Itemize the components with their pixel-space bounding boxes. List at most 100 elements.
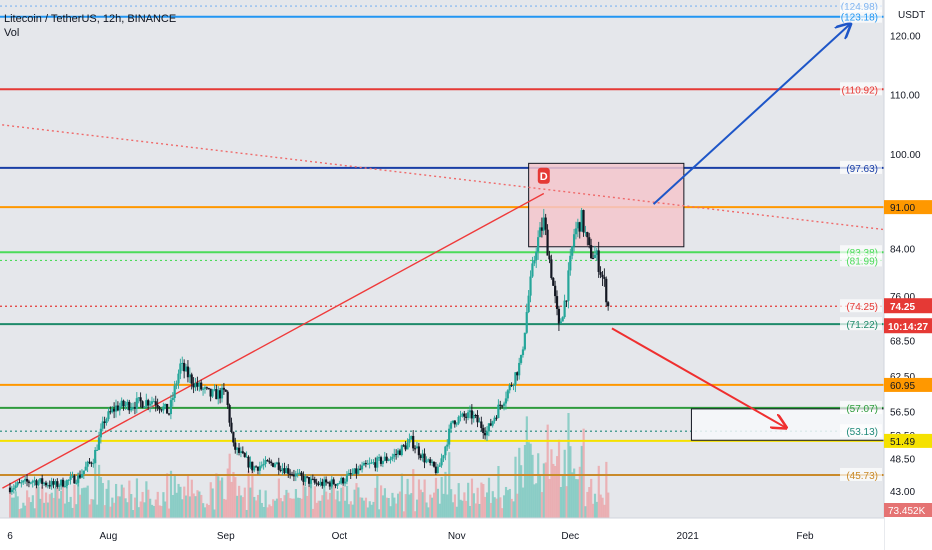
volume-bar: [84, 487, 87, 518]
candle-body: [220, 387, 224, 399]
candle-body: [603, 277, 606, 279]
volume-bar: [275, 498, 279, 518]
candle-body: [393, 453, 396, 457]
volume-bar: [150, 504, 154, 518]
candle-body: [512, 385, 515, 387]
countdown-badge: [884, 318, 932, 334]
candle-body: [379, 457, 383, 464]
volume-bar: [520, 465, 523, 518]
candle-body: [334, 484, 337, 486]
volume-bar: [370, 504, 373, 518]
volume-bar: [168, 508, 171, 518]
candle-body: [60, 479, 63, 486]
volume-bar: [77, 472, 80, 518]
volume-bar: [448, 452, 451, 518]
volume-bar: [554, 465, 557, 518]
candle-body: [402, 445, 405, 447]
volume-bar: [457, 483, 460, 518]
candle-body: [304, 476, 307, 482]
volume-bar: [342, 486, 345, 518]
volume-bar: [567, 413, 570, 518]
level-tag: (53.13): [846, 427, 878, 438]
trend-line: [0, 123, 885, 231]
volume-bar: [595, 501, 598, 518]
candle-body: [468, 410, 472, 413]
trend-lines: [0, 24, 885, 489]
candle-body: [533, 260, 536, 264]
level-tag-bg: [840, 253, 882, 267]
volume-bar: [393, 497, 396, 518]
candle-body: [417, 446, 420, 456]
candle-body: [137, 397, 140, 399]
candle-body: [169, 400, 172, 415]
volume-bar: [366, 507, 369, 518]
candle-body: [205, 387, 208, 389]
volume-bar: [132, 510, 135, 518]
time-tick: Aug: [100, 531, 118, 542]
volume-bar: [582, 428, 585, 518]
volume-bar: [111, 497, 114, 518]
candle-body: [122, 400, 125, 407]
time-tick: 2021: [677, 531, 700, 542]
candle-body: [385, 456, 388, 461]
volume-bar: [268, 504, 271, 518]
candle-body: [444, 446, 447, 456]
candle-body: [576, 222, 579, 229]
time-axis: 6 Aug Sep Oct Nov Dec 2021 Feb: [0, 517, 884, 550]
candle-body: [557, 308, 561, 324]
price-tick: 62.50: [890, 372, 915, 383]
volume-bar: [160, 505, 163, 518]
price-tick: 110.00: [890, 91, 920, 102]
volume-bar: [302, 481, 305, 518]
candle-body: [400, 445, 403, 456]
candle-body: [427, 459, 430, 461]
volume-bar: [14, 491, 17, 518]
candle-body: [321, 481, 324, 486]
candle-body: [355, 468, 358, 474]
volume-bar: [90, 499, 93, 518]
volume-bar: [9, 492, 12, 518]
candle-body: [313, 479, 316, 483]
candle-body: [487, 423, 490, 432]
volume-bar: [478, 503, 481, 518]
candle-body: [466, 412, 470, 418]
candle-body: [425, 460, 428, 463]
volume-bar: [122, 487, 125, 518]
price-tick: 68.50: [890, 336, 915, 347]
candle-body: [148, 403, 152, 406]
candle-body: [330, 479, 333, 487]
candle-body: [124, 405, 127, 407]
volume-bar: [461, 500, 464, 518]
candle-body: [268, 461, 271, 463]
candle-body: [215, 389, 218, 400]
candle-body: [529, 276, 532, 296]
currency-label: USDT: [898, 10, 925, 21]
volume-bar: [230, 481, 233, 518]
candle-body: [353, 468, 356, 474]
time-tick: Feb: [796, 531, 814, 542]
volume-bar: [177, 483, 180, 518]
volume-bar: [255, 500, 258, 518]
candle-body: [154, 401, 157, 405]
volume-bar: [540, 492, 544, 518]
volume-bar: [313, 486, 316, 518]
candle-body: [130, 407, 133, 411]
candle-body: [230, 422, 233, 432]
candle-body: [531, 263, 534, 277]
volume-bar: [217, 476, 220, 518]
candle-body: [63, 485, 66, 487]
volume-bar: [186, 474, 190, 518]
level-badge: [884, 377, 932, 392]
candle-body: [128, 401, 131, 411]
volume-bar: [147, 489, 150, 518]
volume-bar: [245, 509, 248, 518]
volume-bar: [588, 487, 591, 518]
candle-body: [389, 458, 392, 461]
price-tick: 76.00: [890, 292, 915, 303]
candle-body: [207, 387, 210, 389]
candle-body: [470, 410, 473, 419]
volume-bar: [46, 502, 50, 518]
volume-bar: [603, 504, 606, 518]
volume-bar: [135, 478, 139, 518]
